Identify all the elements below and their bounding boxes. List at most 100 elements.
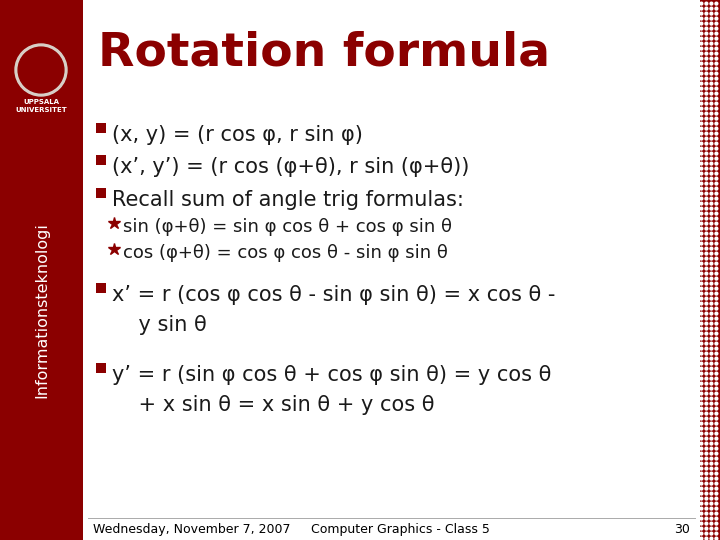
Circle shape: [710, 102, 713, 105]
Circle shape: [710, 467, 713, 470]
Circle shape: [700, 12, 703, 15]
Circle shape: [705, 27, 708, 30]
Circle shape: [705, 467, 708, 470]
Circle shape: [705, 352, 708, 355]
Circle shape: [700, 257, 703, 260]
Circle shape: [705, 82, 708, 85]
Circle shape: [715, 317, 718, 320]
Circle shape: [15, 44, 67, 96]
Circle shape: [705, 107, 708, 110]
Circle shape: [715, 227, 718, 230]
Circle shape: [715, 147, 718, 150]
Circle shape: [705, 62, 708, 65]
Circle shape: [705, 202, 708, 205]
Circle shape: [715, 507, 718, 510]
Circle shape: [705, 87, 708, 90]
Circle shape: [705, 97, 708, 100]
Circle shape: [705, 527, 708, 530]
Circle shape: [710, 17, 713, 20]
Circle shape: [710, 182, 713, 185]
Circle shape: [710, 52, 713, 55]
Circle shape: [715, 337, 718, 340]
Text: UPPSALA
UNIVERSITET: UPPSALA UNIVERSITET: [15, 99, 67, 112]
Circle shape: [715, 127, 718, 130]
Circle shape: [705, 347, 708, 350]
Circle shape: [705, 92, 708, 95]
Circle shape: [700, 217, 703, 220]
Circle shape: [700, 187, 703, 190]
Circle shape: [715, 207, 718, 210]
Circle shape: [715, 347, 718, 350]
Circle shape: [710, 487, 713, 490]
Text: y’ = r (sin φ cos θ + cos φ sin θ) = y cos θ
    + x sin θ = x sin θ + y cos θ: y’ = r (sin φ cos θ + cos φ sin θ) = y c…: [112, 365, 552, 415]
Circle shape: [710, 312, 713, 315]
Circle shape: [705, 392, 708, 395]
Circle shape: [710, 222, 713, 225]
Circle shape: [705, 537, 708, 540]
Circle shape: [715, 527, 718, 530]
Circle shape: [700, 512, 703, 515]
Text: Computer Graphics - Class 5: Computer Graphics - Class 5: [310, 523, 490, 536]
Circle shape: [715, 497, 718, 500]
Circle shape: [700, 442, 703, 445]
Circle shape: [700, 242, 703, 245]
Circle shape: [705, 72, 708, 75]
Circle shape: [705, 232, 708, 235]
Circle shape: [705, 407, 708, 410]
Circle shape: [710, 77, 713, 80]
Circle shape: [715, 432, 718, 435]
Circle shape: [715, 387, 718, 390]
Circle shape: [710, 242, 713, 245]
Circle shape: [705, 457, 708, 460]
Circle shape: [710, 172, 713, 175]
Circle shape: [700, 452, 703, 455]
Text: Informationsteknologi: Informationsteknologi: [34, 222, 49, 398]
Circle shape: [710, 342, 713, 345]
Circle shape: [700, 482, 703, 485]
Circle shape: [710, 147, 713, 150]
Circle shape: [700, 492, 703, 495]
Circle shape: [700, 372, 703, 375]
Circle shape: [700, 182, 703, 185]
Circle shape: [700, 117, 703, 120]
Circle shape: [710, 482, 713, 485]
Circle shape: [705, 262, 708, 265]
Circle shape: [710, 412, 713, 415]
Circle shape: [705, 127, 708, 130]
Circle shape: [710, 37, 713, 40]
Circle shape: [700, 327, 703, 330]
Circle shape: [715, 182, 718, 185]
Circle shape: [705, 377, 708, 380]
Circle shape: [700, 367, 703, 370]
Circle shape: [710, 302, 713, 305]
Circle shape: [715, 252, 718, 255]
Circle shape: [715, 307, 718, 310]
Circle shape: [700, 312, 703, 315]
Circle shape: [715, 167, 718, 170]
Text: sin (φ+θ) = sin φ cos θ + cos φ sin θ: sin (φ+θ) = sin φ cos θ + cos φ sin θ: [123, 218, 452, 236]
Circle shape: [710, 442, 713, 445]
Circle shape: [705, 197, 708, 200]
Circle shape: [700, 517, 703, 520]
Circle shape: [700, 247, 703, 250]
Circle shape: [715, 122, 718, 125]
Circle shape: [710, 62, 713, 65]
Circle shape: [700, 357, 703, 360]
Circle shape: [715, 132, 718, 135]
Circle shape: [715, 257, 718, 260]
Circle shape: [715, 192, 718, 195]
Circle shape: [22, 51, 60, 89]
Circle shape: [700, 207, 703, 210]
Circle shape: [700, 417, 703, 420]
Circle shape: [705, 162, 708, 165]
Circle shape: [705, 217, 708, 220]
Circle shape: [715, 22, 718, 25]
Circle shape: [700, 522, 703, 525]
Circle shape: [700, 212, 703, 215]
Circle shape: [710, 377, 713, 380]
Circle shape: [710, 317, 713, 320]
Circle shape: [700, 377, 703, 380]
Circle shape: [700, 427, 703, 430]
Circle shape: [705, 382, 708, 385]
Circle shape: [700, 157, 703, 160]
